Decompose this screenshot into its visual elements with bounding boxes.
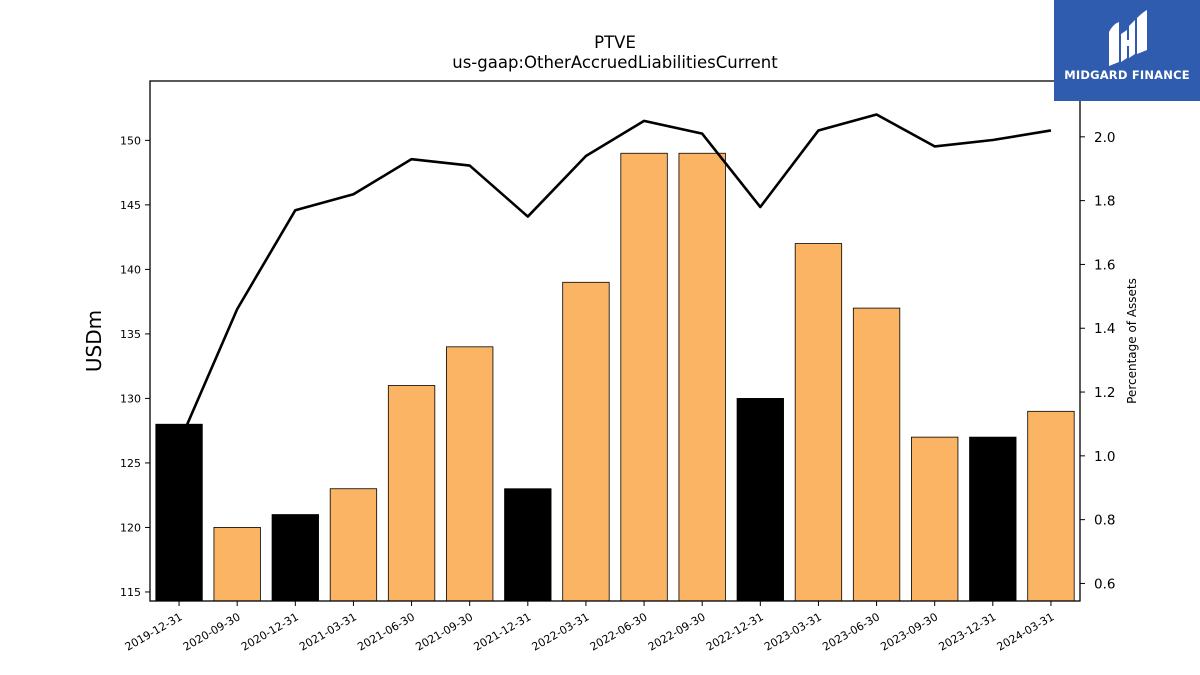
y2-tick-label: 1.6: [1094, 257, 1115, 273]
x-tick-label: 2022-09-30: [646, 610, 708, 653]
bar: [155, 423, 203, 602]
bar: [329, 488, 378, 602]
x-tick-label: 2023-09-30: [878, 610, 940, 653]
bar: [387, 385, 436, 602]
bar: [969, 436, 1017, 602]
axes: 115 120 125 130 135 140 145 150 0.6 0.8 1.0 1.2 1.4 1…: [120, 80, 1115, 654]
y-tick-label: 120: [120, 521, 141, 534]
y-tick-label: 135: [120, 328, 141, 341]
y-tick-label: 130: [120, 392, 141, 405]
bar: [620, 152, 668, 602]
bar: [562, 281, 610, 602]
bar: [1027, 410, 1075, 602]
y2-tick-label: 1.0: [1094, 449, 1115, 465]
y-axis-label: USDm: [82, 310, 106, 372]
y2-axis-label: Percentage of Assets: [1125, 278, 1139, 404]
y2-tick-label: 0.6: [1094, 576, 1115, 592]
y-tick-label: 115: [120, 586, 141, 599]
x-tick-label: 2020-12-31: [239, 610, 301, 653]
brand-logo: MIDGARD FINANCE: [1054, 0, 1200, 101]
x-tick-label: 2021-09-30: [413, 610, 475, 653]
x-tick-label: 2024-03-31: [995, 610, 1057, 653]
bar-series: [155, 152, 1075, 602]
bar: [852, 307, 901, 602]
bar: [504, 488, 552, 602]
y2-tick-label: 1.4: [1094, 321, 1115, 337]
x-tick-label: 2021-12-31: [471, 610, 533, 653]
line-series: [177, 113, 1052, 444]
x-tick-label: 2020-09-30: [181, 610, 243, 653]
y2-tick-label: 0.8: [1094, 513, 1115, 529]
logo-text: MIDGARD FINANCE: [1064, 68, 1190, 82]
x-tick-label: 2021-06-30: [355, 610, 417, 653]
x-tick-label: 2022-12-31: [704, 610, 766, 653]
bar: [271, 514, 319, 602]
bar: [736, 398, 784, 602]
y2-tick-label: 2.0: [1094, 130, 1115, 146]
x-tick-label: 2022-06-30: [588, 610, 650, 653]
bar: [794, 243, 843, 602]
x-tick-label: 2022-03-31: [530, 610, 592, 653]
plot-frame: [149, 80, 1081, 602]
y2-tick-label: 1.2: [1094, 385, 1115, 401]
x-tick-label: 2023-06-30: [820, 610, 882, 653]
y-tick-label: 145: [120, 199, 141, 212]
y-tick-label: 125: [120, 457, 141, 470]
chart-subtitle: us-gaap:OtherAccruedLiabilitiesCurrent: [452, 53, 778, 72]
chart-title: PTVE: [594, 33, 636, 52]
y-tick-label: 150: [120, 134, 141, 147]
bar: [213, 527, 261, 602]
y2-tick-label: 1.8: [1094, 194, 1115, 210]
percentage-line: [177, 113, 1052, 444]
x-tick-label: 2021-03-31: [297, 610, 359, 653]
x-tick-label: 2023-03-31: [762, 610, 824, 653]
bar: [911, 436, 959, 602]
y-tick-label: 140: [120, 263, 141, 276]
logo-mark-icon: [1109, 10, 1147, 66]
bar: [446, 346, 494, 602]
x-tick-label: 2019-12-31: [123, 610, 185, 653]
bar: [678, 152, 726, 602]
x-tick-label: 2023-12-31: [936, 610, 998, 653]
